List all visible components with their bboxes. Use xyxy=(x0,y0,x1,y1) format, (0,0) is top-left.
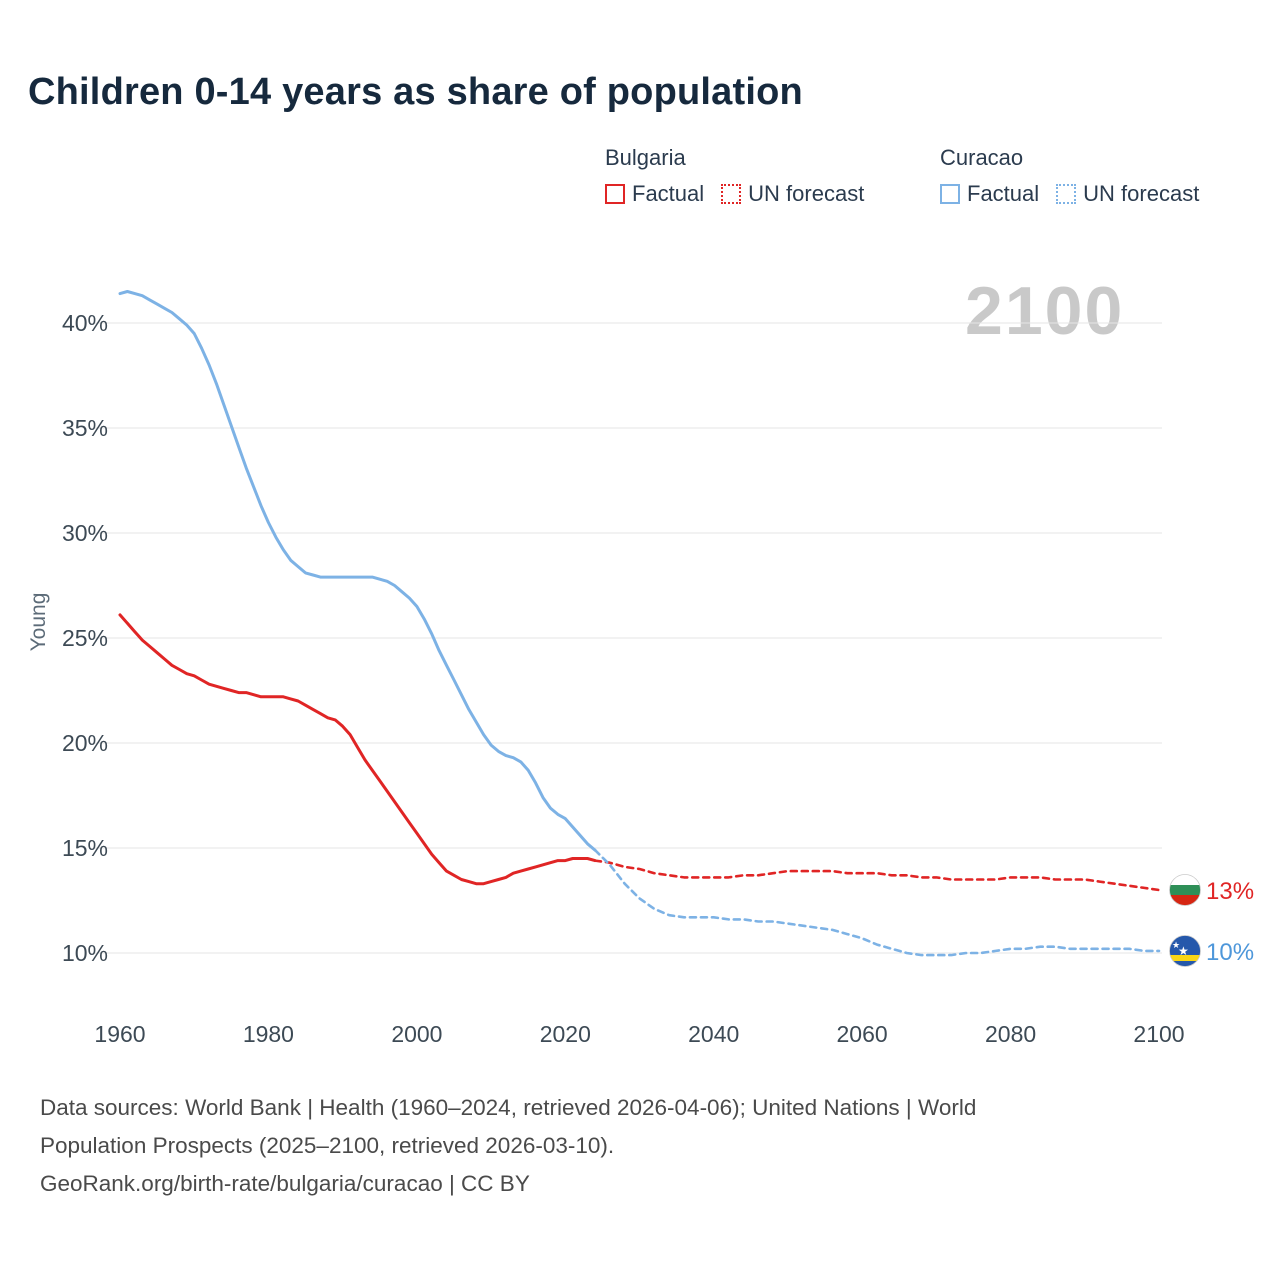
bulgaria-factual-swatch-icon xyxy=(605,184,625,204)
bulgaria-forecast-swatch-icon xyxy=(721,184,742,204)
bulgaria-end-value: 13% xyxy=(1206,878,1254,905)
x-tick-label: 1960 xyxy=(94,1021,145,1047)
curacao-end-value: 10% xyxy=(1206,939,1254,966)
legend-label-curacao-forecast: UN forecast xyxy=(1083,181,1200,206)
legend-label-bulgaria-forecast: UN forecast xyxy=(748,181,865,206)
svg-text:★: ★ xyxy=(1172,940,1180,950)
curacao-forecast-swatch-icon xyxy=(1056,184,1077,204)
y-tick-label: 10% xyxy=(62,940,108,966)
page-title: Children 0-14 years as share of populati… xyxy=(28,71,803,113)
watermark-year: 2100 xyxy=(965,273,1125,349)
legend-item-bulgaria-forecast[interactable]: UN forecast xyxy=(721,181,864,207)
bulgaria-flag-icon xyxy=(1169,874,1201,906)
legend-label-bulgaria-factual: Factual xyxy=(632,181,705,206)
y-tick-label: 25% xyxy=(62,625,108,651)
x-tick-label: 2080 xyxy=(985,1021,1036,1047)
svg-text:★: ★ xyxy=(1178,944,1189,958)
x-tick-label: 2020 xyxy=(540,1021,591,1047)
legend-item-curacao-factual[interactable]: Factual xyxy=(940,181,1039,207)
legend-items-bulgaria: Factual UN forecast xyxy=(605,181,864,207)
x-tick-label: 2040 xyxy=(688,1021,739,1047)
series-curacao-factual xyxy=(118,290,597,852)
x-tick-label: 1980 xyxy=(243,1021,294,1047)
series-layer xyxy=(118,290,1161,957)
legend-group-curacao: Curacao Factual UN forecast xyxy=(940,145,1199,207)
curacao-flag-icon: ★ ★ xyxy=(1169,935,1201,967)
y-tick-label: 15% xyxy=(62,835,108,861)
x-tick-label: 2100 xyxy=(1133,1021,1184,1047)
y-tick-label: 35% xyxy=(62,415,108,441)
series-curacao-forecast xyxy=(593,848,1161,957)
legend-group-bulgaria: Bulgaria Factual UN forecast xyxy=(605,145,864,207)
grid-layer: 10% 15% 20% 25% 30% 35% 40% 1960 1980 2000 2020 204… xyxy=(62,310,1185,1047)
legend-item-curacao-forecast[interactable]: UN forecast xyxy=(1056,181,1199,207)
y-tick-label: 30% xyxy=(62,520,108,546)
y-tick-label: 20% xyxy=(62,730,108,756)
data-sources-line-1: Data sources: World Bank | Health (1960–… xyxy=(40,1095,977,1120)
y-tick-label: 40% xyxy=(62,310,108,336)
y-axis-label: Young xyxy=(27,593,50,652)
legend-country-curacao: Curacao xyxy=(940,145,1024,170)
legend-label-curacao-factual: Factual xyxy=(967,181,1040,206)
legend-item-bulgaria-factual[interactable]: Factual xyxy=(605,181,704,207)
series-bulgaria-factual xyxy=(118,613,597,886)
x-tick-label: 2060 xyxy=(837,1021,888,1047)
legend-items-curacao: Factual UN forecast xyxy=(940,181,1199,207)
legend-country-bulgaria: Bulgaria xyxy=(605,145,686,170)
attribution-line: GeoRank.org/birth-rate/bulgaria/curacao … xyxy=(40,1171,530,1196)
x-tick-label: 2000 xyxy=(391,1021,442,1047)
data-sources-line-2: Population Prospects (2025–2100, retriev… xyxy=(40,1133,615,1158)
data-sources: Data sources: World Bank | Health (1960–… xyxy=(40,1089,976,1203)
series-bulgaria-forecast xyxy=(593,859,1161,892)
curacao-factual-swatch-icon xyxy=(940,184,960,204)
